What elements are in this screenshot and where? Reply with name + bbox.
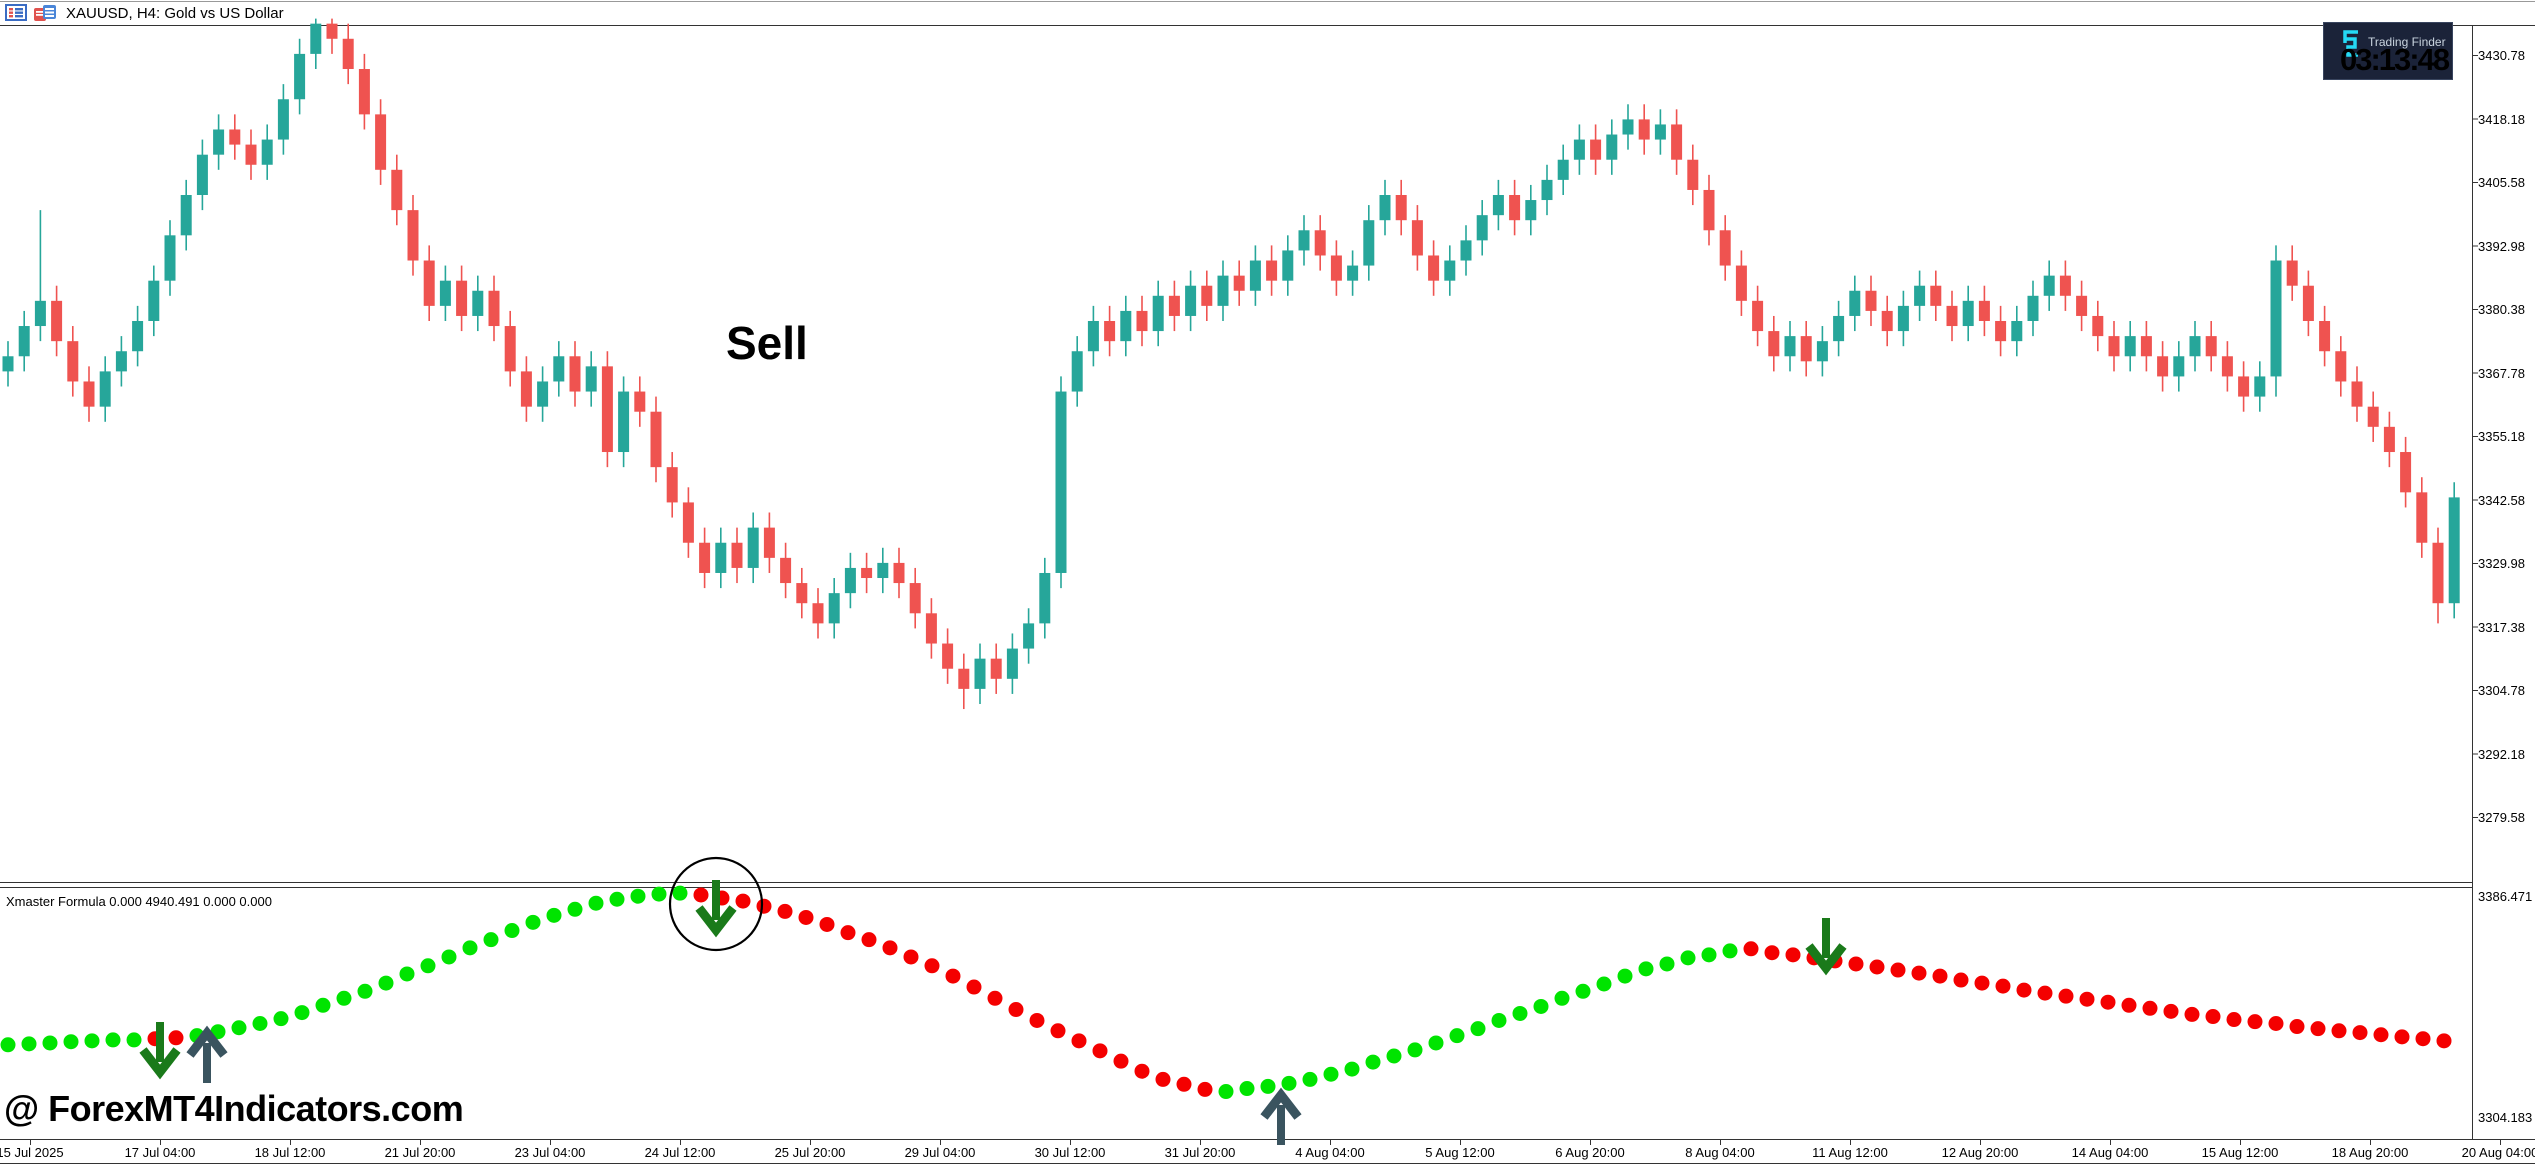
time-axis-label: 5 Aug 12:00 xyxy=(1425,1145,1495,1160)
time-axis-label: 14 Aug 04:00 xyxy=(2071,1145,2149,1160)
time-axis-label: 18 Aug 20:00 xyxy=(2331,1145,2409,1160)
chart-window-icon xyxy=(34,5,56,21)
time-axis-label: 18 Jul 12:00 xyxy=(254,1145,326,1160)
price-axis-label: 3342.58 xyxy=(2478,492,2525,508)
time-axis-label: 31 Jul 20:00 xyxy=(1164,1145,1236,1160)
time-axis-label: 17 Jul 04:00 xyxy=(124,1145,196,1160)
price-axis-label: 3367.78 xyxy=(2478,365,2525,381)
countdown-timer: 03:13:48 xyxy=(2340,42,2450,77)
price-axis-label: 3405.58 xyxy=(2478,175,2525,190)
sell-annotation: Sell xyxy=(726,317,808,369)
price-axis-label: 3317.38 xyxy=(2478,619,2525,635)
price-axis-label: 3430.78 xyxy=(2478,48,2525,63)
time-axis-label: 8 Aug 04:00 xyxy=(1685,1145,1755,1160)
window-list-icon xyxy=(5,4,27,21)
time-axis-label: 15 Jul 2025 xyxy=(0,1145,64,1160)
price-axis-label: 3304.78 xyxy=(2478,683,2525,698)
price-axis-label: 3279.58 xyxy=(2478,810,2525,825)
time-axis-label: 4 Aug 04:00 xyxy=(1295,1145,1365,1160)
time-axis-label: 21 Jul 20:00 xyxy=(384,1145,456,1160)
price-axis-label: 3355.18 xyxy=(2478,429,2525,444)
chart-title: XAUUSD, H4: Gold vs US Dollar xyxy=(66,5,284,22)
time-axis-label: 30 Jul 12:00 xyxy=(1034,1145,1106,1160)
trading-finder-badge: Trading Finder xyxy=(2323,22,2453,80)
time-axis-label: 12 Aug 20:00 xyxy=(1941,1145,2019,1160)
trading-finder-logo-icon xyxy=(2343,30,2358,57)
trading-finder-brand: Trading Finder xyxy=(2368,35,2446,49)
time-axis-label: 15 Aug 12:00 xyxy=(2201,1145,2279,1160)
price-axis-label: 3418.18 xyxy=(2478,111,2525,127)
time-axis-label: 6 Aug 20:00 xyxy=(1555,1145,1625,1160)
indicator-window-label: Xmaster Formula 0.000 4940.491 0.000 0.0… xyxy=(6,894,272,909)
time-axis-label: 24 Jul 12:00 xyxy=(644,1145,716,1160)
indicator-min-label: 3304.183 xyxy=(2478,1110,2533,1125)
price-axis-label: 3392.98 xyxy=(2478,238,2525,254)
time-axis-label: 11 Aug 12:00 xyxy=(1812,1145,1888,1160)
price-axis-label: 3380.38 xyxy=(2478,302,2525,317)
time-axis-label: 20 Aug 04:00 xyxy=(2461,1145,2535,1160)
price-axis-label: 3292.18 xyxy=(2478,746,2525,762)
site-watermark: @ ForexMT4Indicators.com xyxy=(4,1088,464,1129)
time-axis-label: 23 Jul 04:00 xyxy=(514,1145,586,1160)
time-axis-label: 25 Jul 20:00 xyxy=(774,1145,846,1160)
time-axis-label: 29 Jul 04:00 xyxy=(904,1145,976,1160)
indicator-max-label: 3386.471 xyxy=(2478,889,2533,904)
price-axis-label: 3329.98 xyxy=(2478,556,2525,571)
